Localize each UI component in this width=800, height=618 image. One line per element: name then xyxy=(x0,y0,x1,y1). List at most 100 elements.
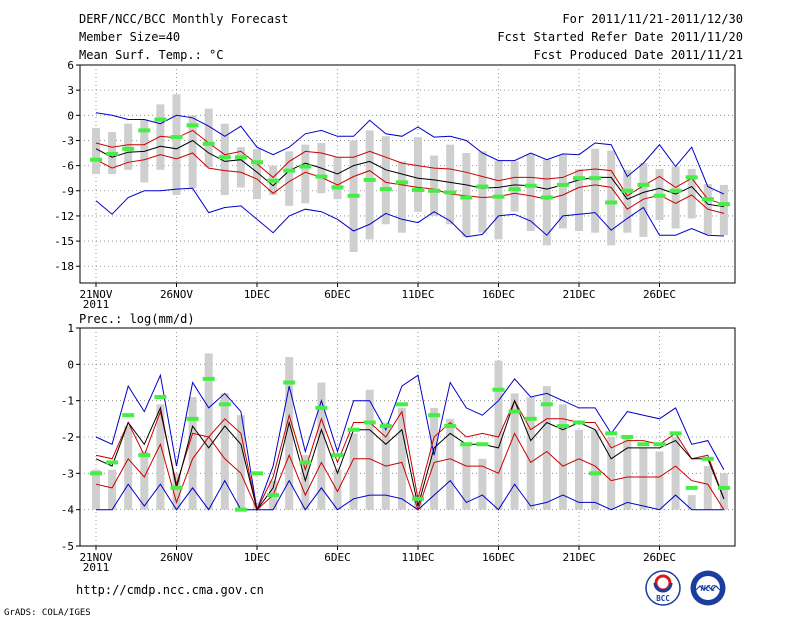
ensemble-spread-bar xyxy=(446,144,455,225)
fcst-started-date: Fcst Started Refer Date 2011/11/20 xyxy=(497,30,743,44)
highlight-marker xyxy=(492,387,505,392)
highlight-marker xyxy=(717,485,730,490)
forecast-period: For 2011/11/21-2011/12/30 xyxy=(562,12,743,26)
highlight-marker xyxy=(444,190,457,195)
lower-quartile-series-line xyxy=(95,432,725,512)
y-tick-label: 3 xyxy=(67,84,74,97)
ensemble-spread-bar xyxy=(108,469,117,510)
y-tick-label: -15 xyxy=(54,235,74,248)
ensemble-spread-bar xyxy=(494,360,503,510)
ensemble-spread-bar xyxy=(446,418,455,510)
y-tick-label: -3 xyxy=(61,134,74,147)
ensemble-spread-bar xyxy=(140,451,149,510)
source-url[interactable]: http://cmdp.ncc.cma.gov.cn xyxy=(76,583,264,597)
ensemble-spread-bar xyxy=(204,353,213,510)
highlight-marker xyxy=(154,117,167,122)
highlight-marker xyxy=(170,485,183,490)
highlight-marker xyxy=(283,168,296,173)
min-series-line xyxy=(95,187,724,238)
highlight-marker xyxy=(106,151,119,156)
ensemble-spread-bar xyxy=(124,123,133,170)
plot-frame xyxy=(79,64,736,284)
highlight-marker xyxy=(669,431,682,436)
ensemble-spread-bar xyxy=(156,104,165,170)
y-tick-label: 1 xyxy=(67,322,74,335)
ensemble-spread-bar xyxy=(558,154,567,229)
ensemble-spread-bar xyxy=(478,151,487,233)
ensemble-spread-bar xyxy=(575,429,583,510)
highlight-marker xyxy=(556,182,569,187)
highlight-marker xyxy=(637,182,650,187)
figure-title: DERF/NCC/BCC Monthly Forecast xyxy=(79,12,289,26)
ensemble-spread-bar xyxy=(510,393,519,510)
highlight-marker xyxy=(701,197,714,202)
min-series-line xyxy=(96,479,724,511)
highlight-marker xyxy=(605,200,618,205)
highlight-marker xyxy=(234,507,247,512)
ensemble-spread-bar xyxy=(478,458,487,510)
highlight-marker xyxy=(621,188,634,193)
ensemble-spread-bar xyxy=(655,451,664,510)
ensemble-spread-bar xyxy=(591,429,600,510)
ensemble-spread-bar xyxy=(430,407,439,510)
highlight-marker xyxy=(347,427,360,432)
ensemble-spread-bar xyxy=(397,407,406,510)
ensemble-spread-bar xyxy=(510,161,519,212)
y-tick-label: -6 xyxy=(61,160,74,173)
highlight-marker xyxy=(444,424,457,429)
highlight-marker xyxy=(540,402,553,407)
ensemble-spread-bar xyxy=(204,108,213,168)
x-tick-label: 26DEC xyxy=(643,551,676,564)
highlight-marker xyxy=(492,194,505,199)
x-tick-label: 21NOV xyxy=(79,288,112,301)
ensemble-spread-bar xyxy=(156,404,165,510)
ensemble-spread-bar xyxy=(188,115,197,189)
x-tick-label: 1DEC xyxy=(244,288,271,301)
x-tick-year-label: 2011 xyxy=(83,298,110,311)
bcc-logo: BCC xyxy=(645,570,681,606)
x-tick-label: 11DEC xyxy=(401,551,434,564)
highlight-marker xyxy=(428,188,441,193)
highlight-marker xyxy=(218,402,231,407)
highlight-marker xyxy=(202,141,215,146)
highlight-marker xyxy=(234,155,247,160)
x-tick-label: 11DEC xyxy=(401,288,434,301)
ensemble-spread-bar xyxy=(687,495,696,510)
highlight-marker xyxy=(315,405,328,410)
ensemble-spread-bar xyxy=(365,130,374,240)
highlight-marker xyxy=(138,453,151,458)
y-tick-label: -5 xyxy=(61,540,74,553)
highlight-marker xyxy=(267,178,280,183)
highlight-marker xyxy=(347,193,360,198)
y-tick-label: 6 xyxy=(67,59,74,72)
ensemble-spread-bar xyxy=(188,397,197,510)
ensemble-spread-bar xyxy=(301,455,310,510)
ensemble-spread-bar xyxy=(172,473,181,510)
ensemble-spread-bar xyxy=(671,437,680,510)
ensemble-spread-bar xyxy=(253,148,261,200)
highlight-marker xyxy=(621,435,634,439)
upper-quartile-series-line xyxy=(95,399,725,512)
highlight-marker xyxy=(251,471,263,476)
ensemble-spread-bar xyxy=(639,163,648,237)
highlight-marker xyxy=(170,135,183,140)
highlight-marker xyxy=(460,195,473,200)
x-tick-label: 21DEC xyxy=(562,288,595,301)
ensemble-spread-bar xyxy=(542,386,551,510)
ensemble-spread-bar xyxy=(333,469,342,510)
ensemble-spread-bar xyxy=(220,123,229,195)
x-tick-label: 6DEC xyxy=(324,288,351,301)
highlight-marker xyxy=(669,188,682,193)
x-tick-label: 16DEC xyxy=(482,288,515,301)
ensemble-spread-bar xyxy=(301,144,310,204)
highlight-marker xyxy=(412,496,424,501)
highlight-marker xyxy=(653,442,666,447)
highlight-marker xyxy=(717,202,730,207)
highlight-marker xyxy=(186,123,199,128)
highlight-marker xyxy=(90,471,102,476)
variable-label: Mean Surf. Temp.: °C xyxy=(79,48,224,62)
fcst-produced-date: Fcst Produced Date 2011/11/21 xyxy=(533,48,743,62)
